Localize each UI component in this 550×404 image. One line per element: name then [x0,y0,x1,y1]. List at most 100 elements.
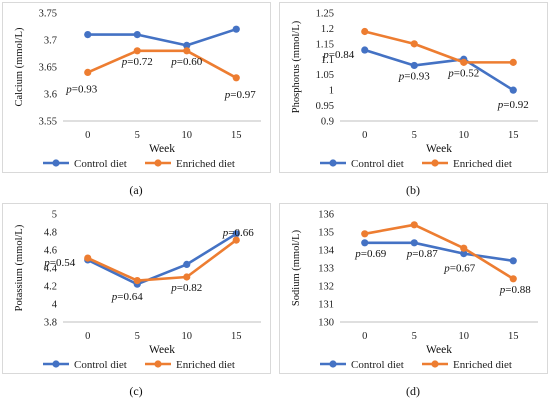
legend-label-control: Control diet [74,359,127,371]
x-axis-title: Week [426,143,452,155]
x-tick-label: 15 [231,130,242,141]
x-axis-title: Week [149,143,175,155]
series-line-control [86,27,238,47]
data-point-control [183,41,191,50]
chart-a-svg: 3.55 3.6 3.65 3.7 3.75 0 5 10 15 Week Calcium (mmo… [14,9,261,170]
chart-c-svg: 3.8 4 4.2 4.4 4.6 4.8 5 0 5 10 15 Week Potassium (mm… [14,210,261,371]
y-tick-label: 1.05 [316,70,334,81]
x-axis-title: Week [149,344,175,356]
x-tick-label: 0 [85,331,90,342]
p-value-annotation: p=0.54 [43,257,75,269]
y-tick-label: 3.65 [39,63,57,74]
p-value-annotation: p=0.84 [322,49,354,61]
y-tick-label: 3.7 [44,36,57,47]
legend-marker-enriched [154,159,162,167]
data-point-control [361,239,369,247]
y-axis-title: Potassium (mmol/L) [14,224,25,311]
y-tick-label: 131 [318,300,334,311]
y-tick-label: 1.15 [316,39,334,50]
p-value-annotation: p=0.82 [170,282,202,294]
legend-marker-enriched [431,360,439,368]
y-tick-label: 3.6 [44,90,57,101]
x-tick-label: 0 [362,130,367,141]
p-value-annotation: p=0.92 [497,99,529,111]
y-tick-label: 135 [318,228,334,239]
x-tick-label: 5 [135,331,140,342]
panel-label-c: (c) [129,384,143,398]
legend-label-control: Control diet [351,359,404,371]
p-value-annotation: p=0.60 [170,56,202,68]
x-tick-label: 15 [508,331,519,342]
chart-d-svg: 130 131 132 133 134 135 136 0 5 10 15 Week Sodium (m… [291,210,538,371]
p-value-annotation: p=0.88 [499,284,531,296]
p-value-annotation: p=0.64 [111,291,143,303]
x-axis-title: Week [426,344,452,356]
x-tick-label: 10 [182,130,193,141]
data-point-control [460,250,468,258]
series-line-control [363,241,515,263]
p-value-annotation: p=0.97 [224,89,256,101]
data-point-control [84,31,92,39]
y-tick-label: 0.95 [316,101,334,112]
data-point-enriched [84,68,92,76]
panel-label-b: (b) [406,183,420,197]
y-tick-label: 134 [318,246,335,257]
legend-marker-enriched [154,360,162,368]
x-tick-label: 0 [362,331,367,342]
legend-label-enriched: Enriched diet [453,359,512,371]
y-tick-label: 132 [318,282,334,293]
data-point-enriched [133,277,141,285]
series-line-control [363,48,515,92]
data-point-enriched [361,27,369,36]
data-point-enriched [460,244,468,252]
data-point-control [232,25,240,33]
data-point-control [361,46,369,54]
x-tick-label: 5 [412,331,417,342]
y-axis-title: Sodium (mmol/L) [291,229,302,306]
data-point-enriched [133,47,141,55]
y-tick-label: 136 [318,210,334,221]
chart-b-svg: 0.9 0.95 1 1.05 1.1 1.15 1.2 1.25 0 5 10 15 Week Phos… [291,9,538,170]
x-tick-label: 10 [459,331,470,342]
data-point-enriched [460,58,468,66]
data-point-enriched [183,47,191,55]
y-tick-label: 1.2 [321,24,334,35]
data-point-enriched [183,273,191,281]
p-value-annotation: p=0.66 [222,227,254,239]
p-value-annotation: p=0.93 [65,83,97,95]
data-point-control [509,257,517,265]
panel-label-d: (d) [406,384,420,398]
y-axis-title: Calcium (mmol/L) [14,27,25,107]
legend-label-control: Control diet [351,158,404,170]
p-value-annotation: p=0.93 [398,70,430,82]
y-axis-title: Phosphorus (mmol/L) [291,20,302,113]
y-tick-label: 3.8 [44,318,57,329]
x-tick-label: 10 [182,331,193,342]
legend-label-enriched: Enriched diet [176,158,235,170]
data-point-control [509,86,517,94]
series-line-enriched [363,223,515,281]
data-point-enriched [84,254,92,262]
series-line-enriched [86,49,238,80]
x-tick-label: 15 [508,130,519,141]
p-value-annotation: p=0.69 [354,248,386,260]
x-tick-label: 5 [412,130,417,141]
p-value-annotation: p=0.87 [406,248,438,260]
y-tick-label: 133 [318,264,334,275]
series-line-enriched [86,238,238,282]
y-tick-label: 3.55 [39,117,57,128]
legend-label-enriched: Enriched diet [176,359,235,371]
y-tick-label: 1.25 [316,9,334,20]
p-value-annotation: p=0.72 [121,56,153,68]
chart-panel-b: 0.9 0.95 1 1.05 1.1 1.15 1.2 1.25 0 5 10 15 Week Phos… [279,2,548,173]
chart-panel-c: 3.8 4 4.2 4.4 4.6 4.8 5 0 5 10 15 Week Potassium (mm… [2,203,271,374]
y-tick-label: 4.2 [44,282,57,293]
chart-panel-d: 130 131 132 133 134 135 136 0 5 10 15 Week Sodium (m… [279,203,548,374]
legend-marker-enriched [431,159,439,167]
data-point-enriched [509,58,517,66]
y-tick-label: 130 [318,318,334,329]
legend-marker-control [329,159,337,167]
data-point-enriched [410,221,418,229]
y-tick-label: 0.9 [321,117,334,128]
